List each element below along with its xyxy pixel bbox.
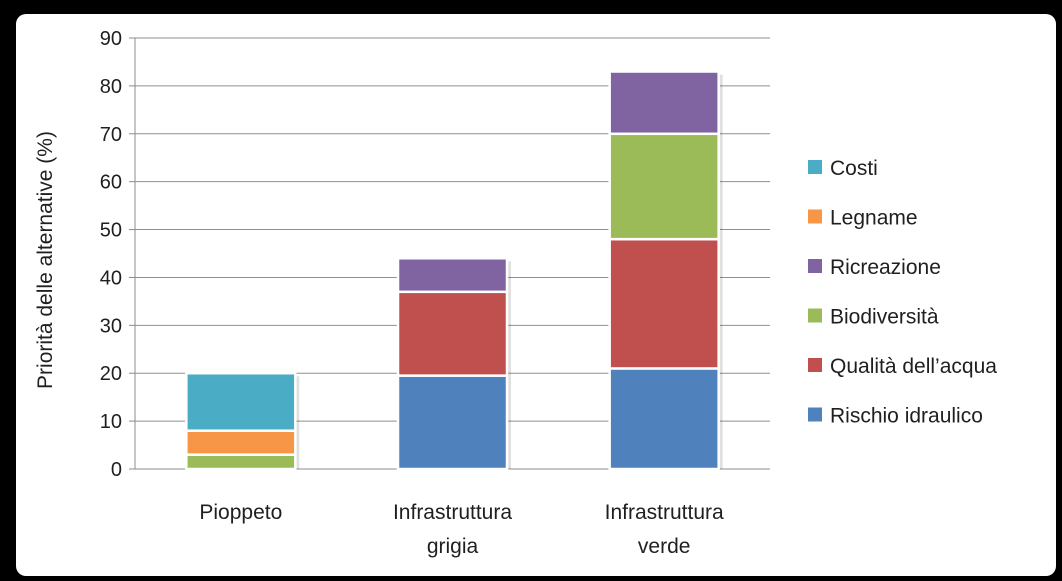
legend-label: Rischio idraulico xyxy=(830,405,983,428)
y-axis: 0 10 20 30 40 50 60 70 80 90 xyxy=(100,28,136,481)
bar-segment xyxy=(608,70,720,136)
legend: Costi Legname Ricreazione Biodiversità Quali… xyxy=(808,157,997,428)
y-tick-label: 30 xyxy=(100,315,122,337)
y-tick-label: 90 xyxy=(100,28,122,50)
legend-swatch xyxy=(808,407,822,422)
legend-swatch xyxy=(808,259,822,273)
y-tick-label: 60 xyxy=(100,172,122,194)
legend-label: Legname xyxy=(830,207,918,230)
legend-swatch xyxy=(808,160,822,174)
y-tick-label: 10 xyxy=(100,411,122,433)
bars xyxy=(185,70,723,471)
y-tick-label: 20 xyxy=(100,363,122,385)
bar-segment xyxy=(185,371,297,432)
legend-label: Biodiversità xyxy=(830,306,939,329)
bar-segment xyxy=(185,429,297,456)
x-category-label: Infrastruttura verde xyxy=(605,501,724,558)
bar-segment xyxy=(608,237,720,370)
bar-segment xyxy=(396,374,509,471)
legend-label: Qualità dell’acqua xyxy=(830,355,997,378)
bar-segment xyxy=(396,257,509,294)
bar-segment xyxy=(608,132,720,241)
y-tick-label: 80 xyxy=(100,76,122,98)
y-axis-title: Priorità delle alternative (%) xyxy=(34,131,57,389)
bar-segment xyxy=(185,453,297,471)
legend-swatch xyxy=(808,308,822,323)
x-category-label: Infrastruttura grigia xyxy=(393,501,512,558)
y-tick-label: 70 xyxy=(100,124,122,146)
legend-label: Ricreazione xyxy=(830,256,941,279)
bar-segment xyxy=(608,367,720,471)
legend-swatch xyxy=(808,358,822,372)
y-tick-label: 0 xyxy=(111,459,122,481)
bar-segment xyxy=(396,290,509,377)
legend-label: Costi xyxy=(830,157,878,180)
y-tick-label: 40 xyxy=(100,267,122,289)
x-axis-categories: Pioppeto Infrastruttura grigia Infrastruttu… xyxy=(199,501,724,558)
legend-swatch xyxy=(808,209,822,224)
chart-card xyxy=(16,14,1056,576)
x-category-label: Pioppeto xyxy=(199,501,282,524)
y-tick-label: 50 xyxy=(100,220,122,242)
